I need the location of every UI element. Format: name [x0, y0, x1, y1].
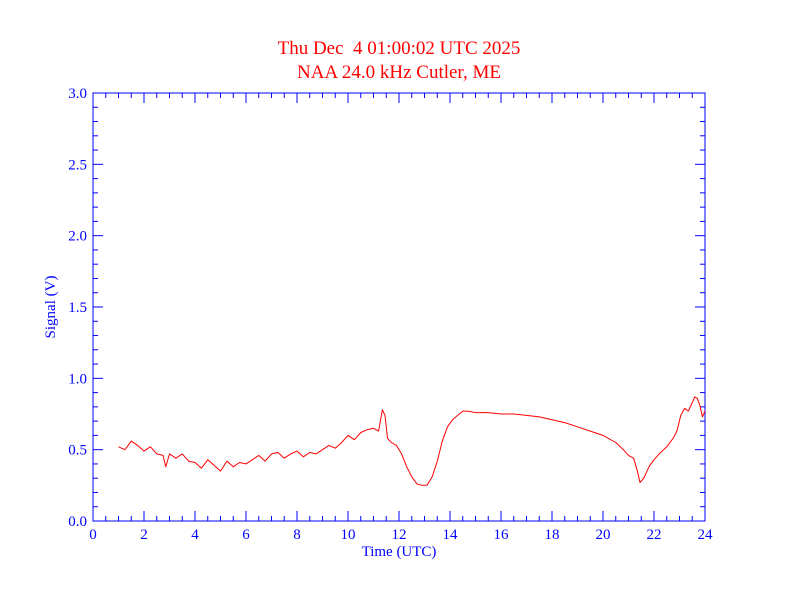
x-tick-label: 4 [191, 527, 199, 543]
x-axis-label: Time (UTC) [362, 544, 437, 560]
y-tick-label: 2.0 [68, 229, 87, 245]
x-tick-label: 6 [242, 527, 250, 543]
chart-subtitle: NAA 24.0 kHz Cutler, ME [297, 62, 501, 83]
x-tick-labels: 0 2 4 6 8 10 12 14 16 18 20 22 24 [89, 527, 713, 543]
series-line [118, 396, 706, 486]
x-tick-label: 2 [140, 527, 148, 543]
x-tick-label: 14 [443, 527, 459, 543]
x-tick-label: 10 [341, 527, 356, 543]
y-tick-label: 0.0 [68, 514, 87, 530]
x-tick-label: 20 [596, 527, 611, 543]
plot-frame [92, 92, 706, 522]
x-tick-label: 0 [89, 527, 97, 543]
y-tick-label: 0.5 [68, 443, 87, 459]
y-tick-label: 1.0 [68, 371, 87, 387]
series-group [118, 396, 706, 486]
axis-ticks [92, 92, 706, 522]
chart-title: Thu Dec 4 01:00:02 UTC 2025 [278, 38, 521, 59]
x-tick-label: 24 [698, 527, 714, 543]
x-tick-label: 16 [494, 527, 510, 543]
y-tick-label: 2.5 [68, 157, 87, 173]
x-tick-label: 12 [392, 527, 407, 543]
x-tick-label: 18 [545, 527, 560, 543]
y-axis-label: Signal (V) [43, 276, 59, 339]
y-tick-label: 3.0 [68, 86, 87, 102]
y-tick-labels: 0.0 0.5 1.0 1.5 2.0 2.5 3.0 [68, 86, 87, 530]
x-tick-label: 22 [647, 527, 662, 543]
x-tick-label: 8 [293, 527, 301, 543]
y-tick-label: 1.5 [68, 300, 87, 316]
